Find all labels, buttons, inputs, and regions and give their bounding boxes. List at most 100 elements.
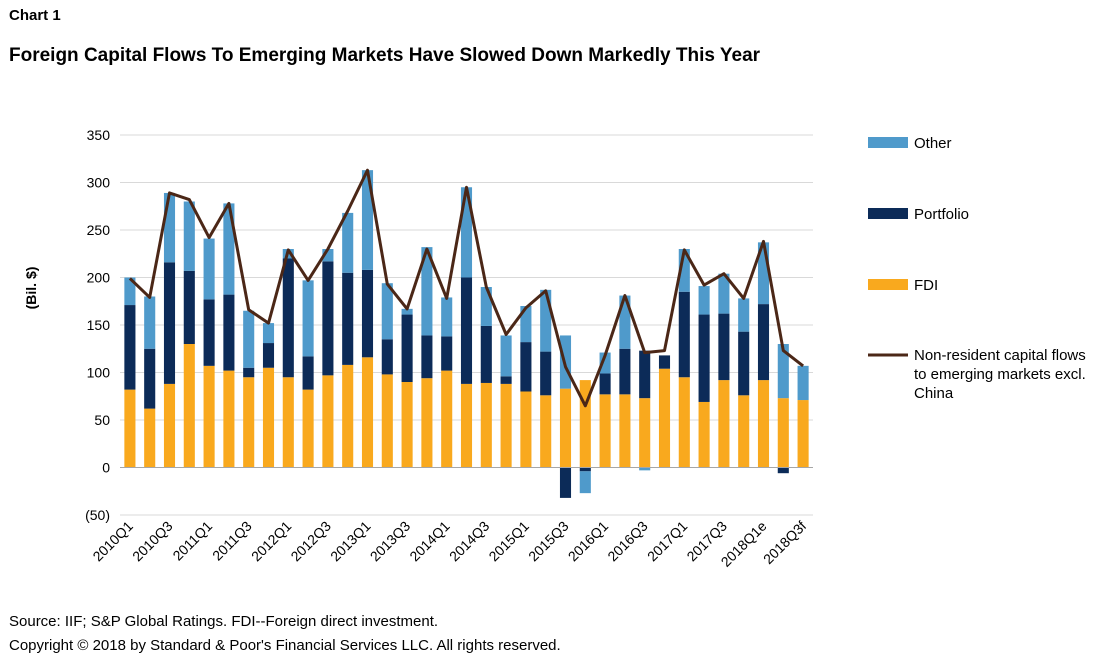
bar-portfolio — [460, 277, 473, 384]
bar-portfolio — [401, 314, 413, 382]
bar-fdi — [619, 394, 631, 468]
source-note: Source: IIF; S&P Global Ratings. FDI--Fo… — [9, 613, 439, 630]
bar-portfolio — [658, 355, 671, 369]
bar-other — [678, 249, 690, 292]
bar-portfolio — [718, 313, 730, 381]
bar-portfolio — [144, 348, 156, 409]
y-tick-label: 300 — [87, 175, 111, 191]
bar-portfolio — [262, 343, 275, 368]
bar-portfolio — [302, 356, 314, 390]
bar-other — [262, 323, 275, 344]
bar-fdi — [223, 370, 235, 468]
bar-portfolio — [124, 305, 136, 390]
bar-portfolio — [678, 291, 690, 378]
bar-fdi — [777, 398, 789, 468]
bar-portfolio — [480, 325, 492, 383]
bar-fdi — [342, 364, 354, 468]
bar-portfolio — [381, 339, 393, 375]
x-tick-label: 2012Q3 — [287, 518, 334, 565]
bar-portfolio — [342, 272, 354, 365]
bar-portfolio — [322, 261, 334, 376]
bar-other — [183, 201, 195, 271]
bar-other — [797, 365, 809, 401]
bar-other — [421, 247, 433, 336]
legend-swatch — [868, 279, 908, 290]
legend-swatch — [868, 208, 908, 219]
bar-other — [718, 273, 730, 314]
bar-portfolio — [183, 270, 195, 344]
bar-portfolio — [777, 467, 789, 474]
bar-fdi — [460, 383, 473, 468]
bar-fdi — [639, 398, 651, 468]
x-tick-label: 2016Q3 — [604, 518, 651, 565]
x-tick-label: 2015Q1 — [485, 518, 532, 565]
y-tick-label: (50) — [85, 507, 110, 523]
x-tick-label: 2015Q3 — [525, 518, 572, 565]
bar-portfolio — [163, 262, 176, 384]
bar-fdi — [520, 391, 532, 468]
bar-fdi — [599, 394, 611, 468]
bar-fdi — [500, 383, 512, 468]
bar-fdi — [579, 380, 591, 468]
bar-other — [322, 249, 334, 262]
bar-portfolio — [282, 258, 294, 378]
y-tick-label: 250 — [87, 222, 111, 238]
bar-other — [777, 344, 789, 399]
bar-other — [361, 170, 374, 270]
bar-fdi — [698, 401, 710, 468]
bar-fdi — [361, 357, 374, 468]
bar-fdi — [183, 344, 195, 468]
bar-fdi — [540, 395, 552, 468]
bar-other — [381, 283, 393, 340]
y-tick-label: 0 — [102, 460, 110, 476]
bar-portfolio — [579, 467, 591, 472]
bar-other — [520, 306, 532, 343]
y-tick-label: 150 — [87, 317, 111, 333]
legend-label: Portfolio — [914, 206, 969, 223]
y-tick-label: 350 — [87, 127, 111, 143]
bar-portfolio — [540, 351, 552, 396]
bar-other — [144, 296, 156, 349]
bar-other — [599, 352, 611, 374]
legend-swatch — [868, 137, 908, 148]
bar-portfolio — [421, 335, 433, 379]
x-tick-label: 2016Q1 — [565, 518, 612, 565]
bar-portfolio — [361, 269, 374, 358]
bar-other — [579, 471, 591, 494]
bars — [124, 170, 809, 498]
bar-portfolio — [559, 467, 572, 498]
x-tick-label: 2013Q1 — [327, 518, 374, 565]
x-tick-label: 2010Q3 — [129, 518, 176, 565]
bar-fdi — [421, 378, 433, 468]
legend-label: Other — [914, 135, 952, 152]
copyright-note: Copyright © 2018 by Standard & Poor's Fi… — [9, 637, 561, 654]
bar-fdi — [322, 375, 334, 468]
bar-fdi — [797, 400, 809, 468]
x-tick-label: 2014Q3 — [446, 518, 493, 565]
bar-other — [342, 212, 354, 273]
bar-portfolio — [639, 350, 651, 399]
bar-fdi — [203, 365, 215, 468]
bar-fdi — [658, 368, 671, 468]
bar-portfolio — [757, 304, 770, 381]
bar-fdi — [678, 377, 690, 468]
y-axis-label: (Bil. $) — [23, 267, 39, 310]
bar-fdi — [124, 389, 136, 468]
legend-label: China — [914, 385, 954, 402]
gridlines — [120, 134, 813, 516]
bar-portfolio — [619, 348, 631, 395]
x-tick-label: 2014Q1 — [406, 518, 453, 565]
line-series-flows — [128, 168, 805, 408]
bar-other — [757, 242, 770, 305]
bar-fdi — [738, 395, 750, 468]
bar-other — [203, 238, 215, 300]
bar-other — [460, 187, 473, 278]
bar-portfolio — [698, 314, 710, 402]
x-tick-label: 2010Q1 — [89, 518, 136, 565]
bar-fdi — [262, 367, 275, 468]
bar-other — [540, 289, 552, 352]
bar-fdi — [302, 389, 314, 468]
x-tick-label: 2017Q1 — [644, 518, 691, 565]
bar-fdi — [282, 377, 294, 468]
bar-other — [243, 310, 255, 368]
